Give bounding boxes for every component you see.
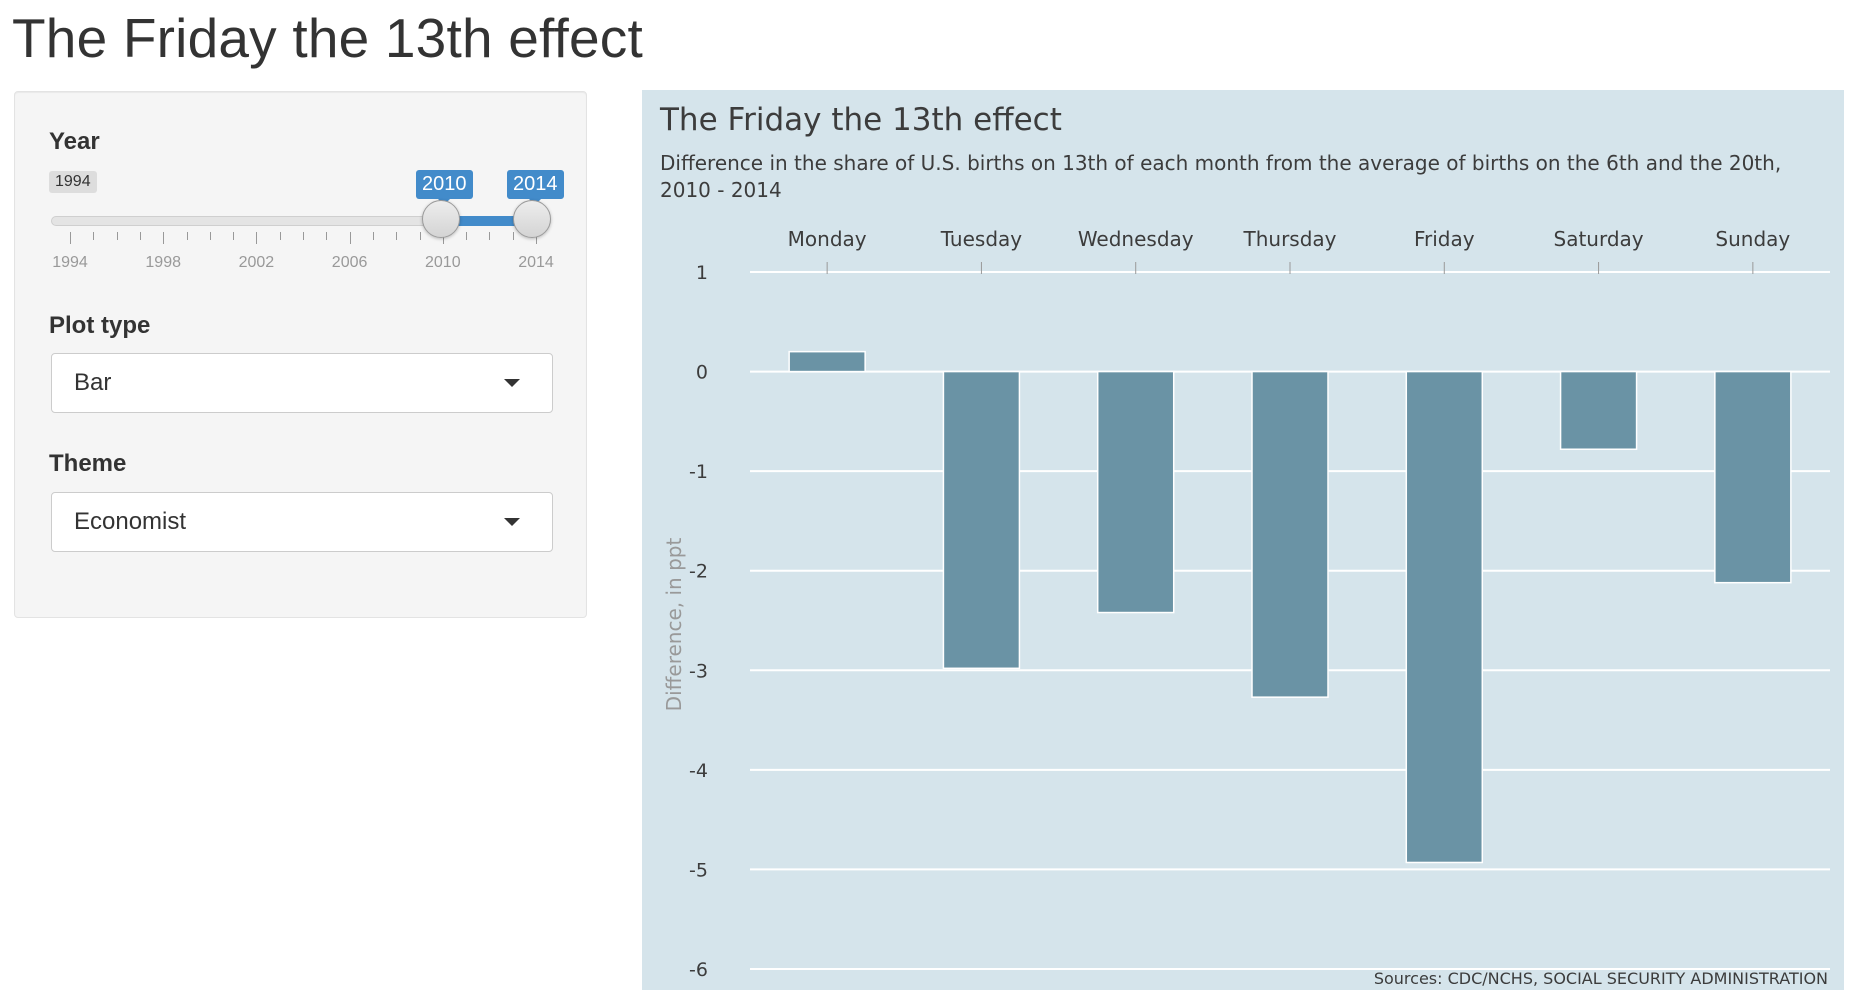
bar-monday — [788, 350, 866, 373]
slider-tick — [163, 232, 165, 244]
slider-tick — [512, 232, 514, 240]
y-tick-label: -5 — [689, 859, 708, 881]
bar-sunday — [1714, 370, 1792, 584]
slider-end-value: 2014 — [507, 170, 564, 205]
slider-tick — [396, 232, 398, 240]
slider-tick — [279, 232, 281, 240]
slider-tick — [536, 232, 537, 244]
y-tick-label: -2 — [689, 561, 708, 583]
y-tick-label: -6 — [689, 959, 708, 981]
year-slider-start-handle[interactable] — [422, 200, 460, 238]
y-tick-label: 0 — [696, 362, 708, 384]
page-title: The Friday the 13th effect — [12, 7, 643, 69]
year-label: Year — [49, 128, 100, 155]
bar-wednesday — [1096, 370, 1175, 614]
x-tick-label: Thursday — [1243, 227, 1337, 251]
slider-tick — [116, 232, 118, 240]
slider-tick — [303, 232, 304, 240]
plot-panel: The Friday the 13th effect Difference in… — [642, 90, 1844, 990]
x-tick-label: Friday — [1414, 227, 1475, 251]
theme-select[interactable]: Economist — [51, 492, 553, 552]
y-tick-label: -4 — [689, 760, 708, 782]
slider-start-value: 2010 — [416, 170, 473, 205]
slider-tick — [139, 232, 141, 240]
slider-min-label: 1994 — [49, 171, 97, 193]
slider-tick-label: 2010 — [425, 254, 461, 271]
slider-tick-label: 2002 — [238, 254, 275, 271]
slider-tick-label: 1998 — [145, 254, 181, 271]
x-tick-label: Monday — [788, 227, 867, 251]
plot-title: The Friday the 13th effect — [660, 102, 1062, 138]
slider-tick-label: 2014 — [518, 254, 554, 271]
slider-tick — [233, 232, 235, 240]
plot-type-label: Plot type — [49, 312, 151, 339]
year-slider-range — [439, 216, 527, 226]
bar-tuesday — [942, 370, 1021, 670]
slider-tick — [372, 232, 374, 240]
chevron-down-icon — [504, 379, 520, 387]
y-tick-label: -1 — [689, 461, 708, 483]
year-slider-end-handle[interactable] — [513, 200, 551, 238]
slider-tick — [326, 232, 328, 240]
x-tick-label: Wednesday — [1078, 227, 1194, 251]
slider-tick — [442, 232, 444, 244]
theme-label: Theme — [49, 450, 127, 477]
slider-tick — [93, 232, 95, 240]
slider-tick — [70, 232, 71, 244]
bar-thursday — [1251, 370, 1329, 698]
slider-tick-label: 1994 — [52, 254, 88, 271]
theme-value: Economist — [74, 508, 187, 535]
bar-chart: 1 0 -1 -2 -3 -4 -5 -6 Difference, in ppt Monday Tu… — [662, 227, 1830, 981]
slider-tick — [209, 232, 211, 240]
slider-tick — [186, 232, 188, 240]
bar-saturday — [1559, 370, 1638, 450]
y-tick-label: -3 — [689, 660, 708, 682]
x-tick-label: Tuesday — [940, 227, 1023, 251]
chevron-down-icon — [504, 518, 520, 526]
plot-source: Sources: CDC/NCHS, SOCIAL SECURITY ADMIN… — [1373, 969, 1828, 988]
sidebar-panel: Year 1994 2010 2014 1994 1998 2002 2006 2010… — [14, 91, 587, 618]
x-tick-label: Sunday — [1715, 227, 1790, 251]
slider-tick — [349, 232, 351, 244]
slider-tick — [419, 232, 421, 240]
slider-tick — [466, 232, 468, 240]
bar-friday — [1405, 370, 1484, 864]
slider-tick-label: 2006 — [331, 254, 368, 271]
plot-type-value: Bar — [74, 369, 112, 396]
y-axis-title: Difference, in ppt — [662, 538, 686, 712]
plot-subtitle: Difference in the share of U.S. births o… — [660, 151, 1782, 202]
y-tick-label: 1 — [696, 262, 708, 284]
slider-tick — [489, 232, 491, 240]
slider-tick — [256, 232, 258, 244]
plot-type-select[interactable]: Bar — [51, 353, 553, 413]
x-tick-label: Saturday — [1554, 227, 1644, 251]
